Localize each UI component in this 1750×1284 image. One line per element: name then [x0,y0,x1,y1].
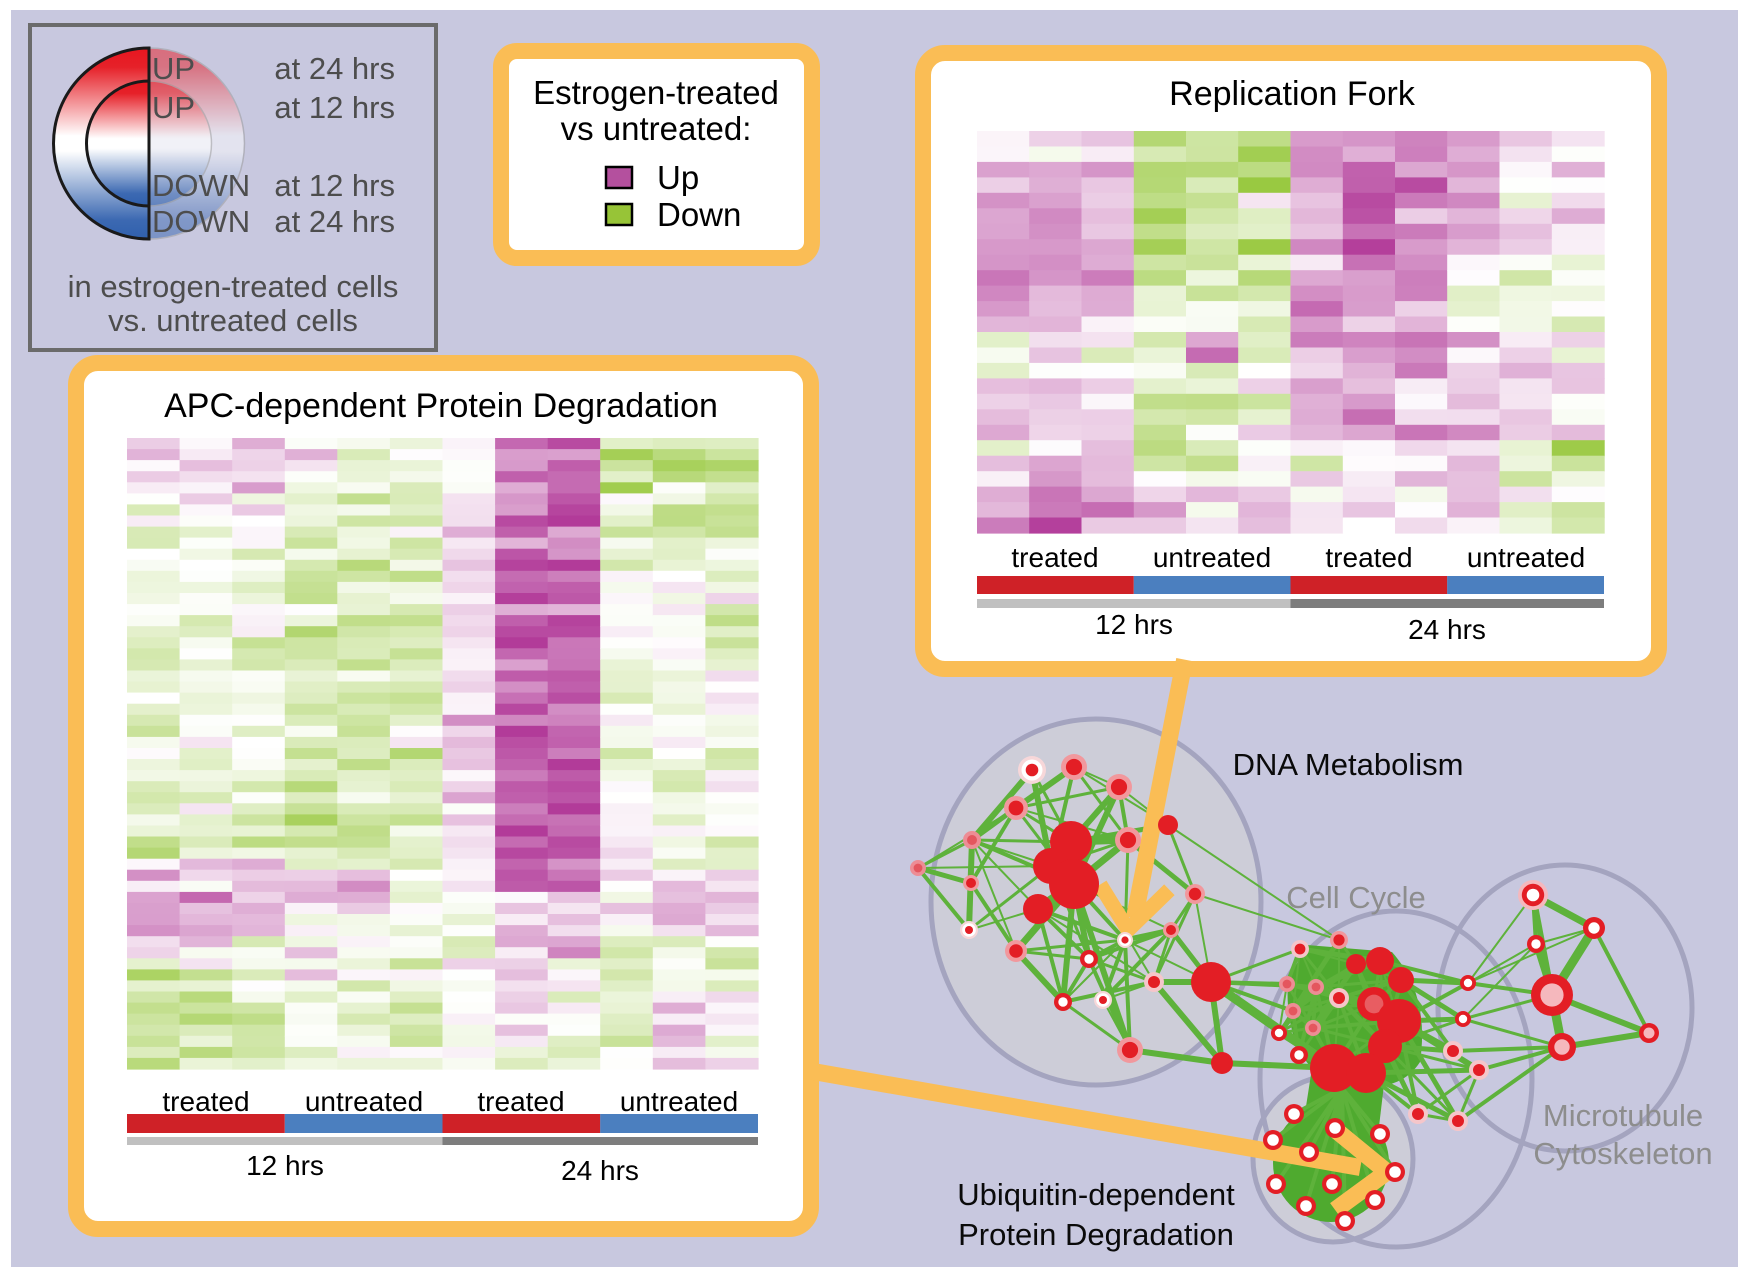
svg-text:DOWN: DOWN [152,168,250,203]
svg-text:UP: UP [152,90,195,125]
svg-text:12 hrs: 12 hrs [1095,609,1173,640]
svg-text:untreated: untreated [305,1086,423,1117]
svg-text:Down: Down [657,196,741,233]
svg-text:at 24 hrs: at 24 hrs [274,51,395,86]
svg-text:Up: Up [657,159,699,196]
svg-text:Cytoskeleton: Cytoskeleton [1533,1136,1712,1171]
svg-text:at 24 hrs: at 24 hrs [274,204,395,239]
svg-text:12 hrs: 12 hrs [246,1150,324,1181]
svg-text:untreated: untreated [1153,542,1271,573]
svg-text:Cell Cycle: Cell Cycle [1286,880,1426,915]
svg-text:treated: treated [477,1086,564,1117]
svg-text:at 12 hrs: at 12 hrs [274,90,395,125]
svg-text:vs. untreated cells: vs. untreated cells [108,303,358,338]
svg-text:Ubiquitin-dependent: Ubiquitin-dependent [957,1177,1235,1212]
svg-text:Replication Fork: Replication Fork [1169,75,1416,113]
svg-text:at 12 hrs: at 12 hrs [274,168,395,203]
svg-text:vs untreated:: vs untreated: [561,110,752,147]
svg-text:DNA Metabolism: DNA Metabolism [1233,747,1464,782]
svg-text:DOWN: DOWN [152,204,250,239]
svg-text:APC-dependent Protein Degradat: APC-dependent Protein Degradation [164,387,718,425]
svg-text:Estrogen-treated: Estrogen-treated [533,74,779,111]
svg-text:Protein Degradation: Protein Degradation [958,1217,1234,1252]
svg-text:untreated: untreated [1467,542,1585,573]
svg-text:in estrogen-treated cells: in estrogen-treated cells [68,269,399,304]
svg-text:Microtubule: Microtubule [1543,1098,1703,1133]
svg-text:untreated: untreated [620,1086,738,1117]
svg-text:24 hrs: 24 hrs [1408,614,1486,645]
svg-text:24 hrs: 24 hrs [561,1155,639,1186]
svg-text:treated: treated [1011,542,1098,573]
svg-text:treated: treated [1325,542,1412,573]
svg-text:treated: treated [162,1086,249,1117]
svg-text:UP: UP [152,51,195,86]
